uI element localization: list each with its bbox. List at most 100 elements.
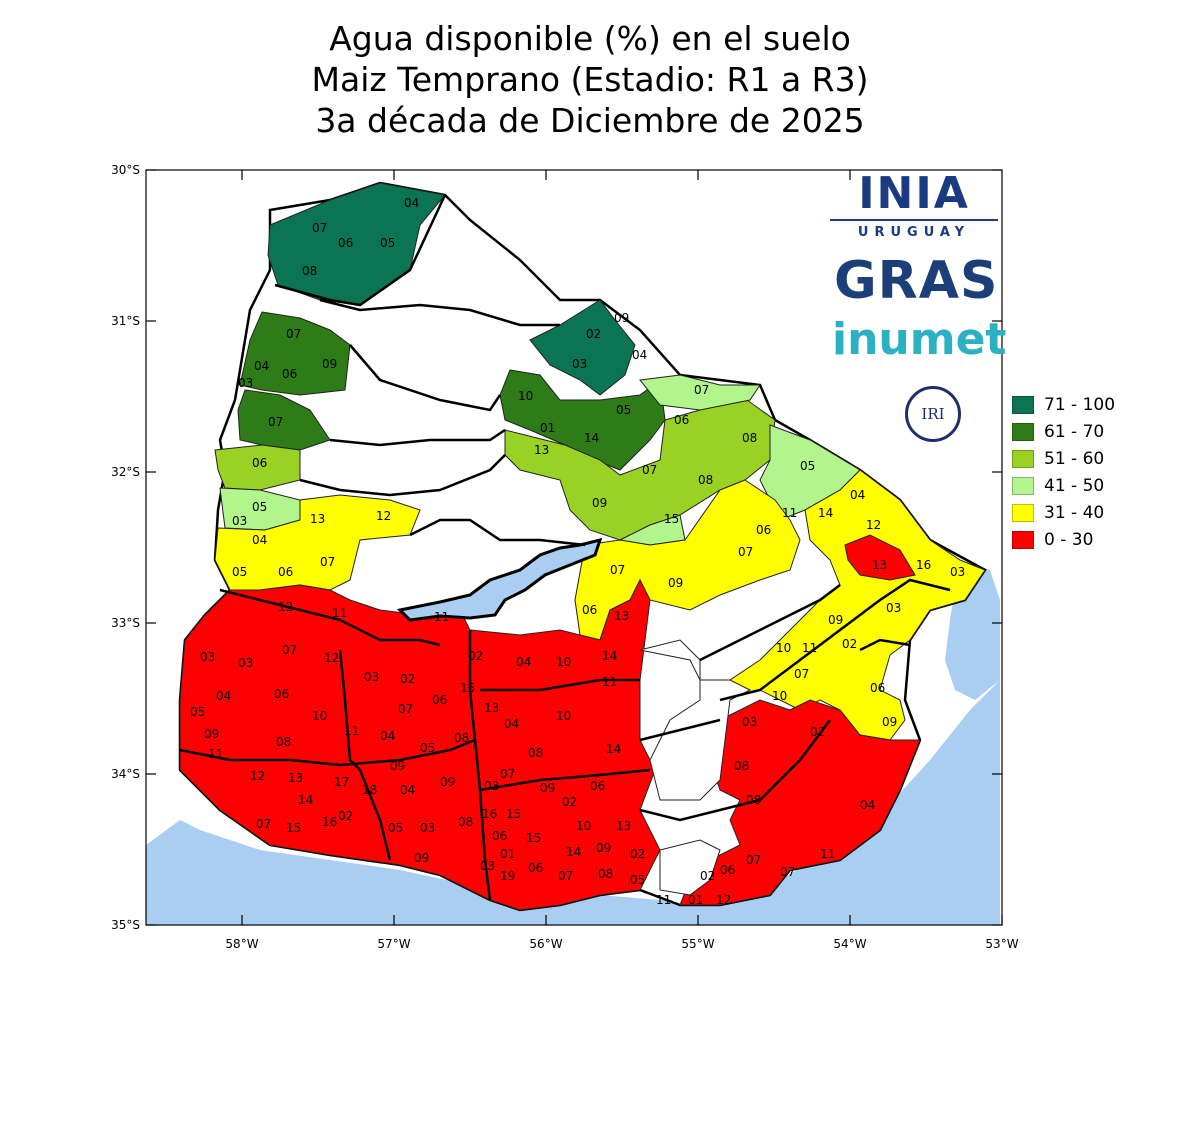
lat-label-35: 35°S	[111, 918, 140, 932]
zone-code: 08	[698, 473, 713, 487]
zone-code: 06	[674, 413, 689, 427]
zone-code: 13	[614, 609, 629, 623]
zone-code: 14	[566, 845, 581, 859]
zone-code: 09	[440, 775, 455, 789]
zone-code: 05	[380, 236, 395, 250]
zone-code: 03	[238, 656, 253, 670]
tick-marks	[146, 169, 1003, 926]
zone-green-tacuarembo	[499, 369, 666, 471]
zone-red-east	[679, 699, 921, 906]
zone-code: 11	[782, 506, 797, 520]
zone-code: 02	[842, 637, 857, 651]
zone-code: 12	[716, 893, 731, 907]
zone-code: 14	[584, 431, 599, 445]
water-body	[146, 680, 1000, 925]
zone-code: 18	[362, 783, 377, 797]
zone-code: 16	[482, 807, 497, 821]
zone-red-ne-pocket	[844, 534, 916, 581]
gras-logo: GRAS	[834, 251, 999, 311]
zone-code: 03	[232, 514, 247, 528]
zone-code: 11	[602, 675, 617, 689]
zone-code: 10	[312, 709, 327, 723]
zone-code: 06	[278, 565, 293, 579]
zone-code: 03	[364, 670, 379, 684]
zone-code: 06	[338, 236, 353, 250]
zone-code: 08	[302, 264, 317, 278]
lon-label-55: 55°W	[681, 937, 714, 951]
zone-code: 09	[322, 357, 337, 371]
legend-label: 71 - 100	[1044, 394, 1116, 415]
zone-code: 07	[282, 643, 297, 657]
legend-swatch	[1012, 476, 1034, 495]
zone-code: 05	[420, 741, 435, 755]
zone-code: 12	[250, 769, 265, 783]
legend-swatch	[1012, 395, 1034, 414]
rio-negro-lakes	[396, 537, 603, 622]
zone-code: 14	[298, 793, 313, 807]
legend-label: 31 - 40	[1044, 502, 1105, 523]
zone-code: 08	[742, 431, 757, 445]
zone-code: 09	[614, 311, 629, 325]
zone-code: 09	[204, 727, 219, 741]
map-frame	[145, 169, 1003, 926]
lat-label-33: 33°S	[111, 616, 140, 630]
zone-code: 05	[190, 705, 205, 719]
legend-entry: 31 - 40	[1012, 499, 1115, 526]
map-legend: 71 - 100 61 - 70 51 - 60 41 - 50 31 - 40…	[1012, 391, 1115, 553]
zone-code: 10	[556, 655, 571, 669]
zone-code: 05	[800, 459, 815, 473]
zone-code: 03	[950, 565, 965, 579]
zone-code: 07	[320, 555, 335, 569]
zone-code: 04	[404, 196, 419, 210]
legend-swatch	[1012, 422, 1034, 441]
zone-code: 11	[820, 847, 835, 861]
zone-code: 06	[870, 681, 885, 695]
zone-lime-paysandu	[214, 444, 301, 491]
zone-green-salto	[239, 311, 351, 396]
zone-code: 09	[390, 759, 405, 773]
zone-code: 04	[632, 348, 647, 362]
department-borders	[179, 194, 951, 901]
legend-entry: 0 - 30	[1012, 526, 1115, 553]
zone-code: 07	[558, 869, 573, 883]
lat-label-31: 31°S	[111, 314, 140, 328]
zone-code: 02	[468, 649, 483, 663]
legend-swatch	[1012, 449, 1034, 468]
inumet-logo: inumet	[832, 314, 1007, 365]
zone-code: 10	[772, 689, 787, 703]
zone-code: 10	[556, 709, 571, 723]
legend-entry: 61 - 70	[1012, 418, 1115, 445]
zone-code: 07	[642, 463, 657, 477]
inia-logo: INIA URUGUAY	[830, 172, 998, 246]
zone-code: 11	[332, 606, 347, 620]
zone-code: 07	[610, 563, 625, 577]
zone-code: 06	[582, 603, 597, 617]
zone-code: 08	[598, 867, 613, 881]
lon-label-56: 56°W	[529, 937, 562, 951]
zone-code: 13	[484, 701, 499, 715]
zone-code: 11	[656, 893, 671, 907]
zone-code: 06	[432, 693, 447, 707]
zone-none-se	[659, 839, 721, 896]
zone-code: 09	[596, 841, 611, 855]
zone-code: 07	[746, 853, 761, 867]
zone-code: 02	[810, 725, 825, 739]
zone-code: 03	[420, 821, 435, 835]
zone-code: 14	[606, 742, 621, 756]
zone-code: 15	[460, 681, 475, 695]
zone-code: 13	[534, 443, 549, 457]
zone-code: 09	[668, 576, 683, 590]
zone-code: 08	[276, 735, 291, 749]
zone-code: 04	[400, 783, 415, 797]
zone-code: 09	[540, 781, 555, 795]
zone-code: 14	[818, 506, 833, 520]
legend-swatch	[1012, 503, 1034, 522]
zone-code: 06	[274, 687, 289, 701]
legend-swatch	[1012, 530, 1034, 549]
zone-code: 08	[734, 759, 749, 773]
lat-label-34: 34°S	[111, 767, 140, 781]
inia-logo-subtitle: URUGUAY	[857, 225, 971, 240]
lon-label-58: 58°W	[225, 937, 258, 951]
zone-code: 04	[504, 717, 519, 731]
